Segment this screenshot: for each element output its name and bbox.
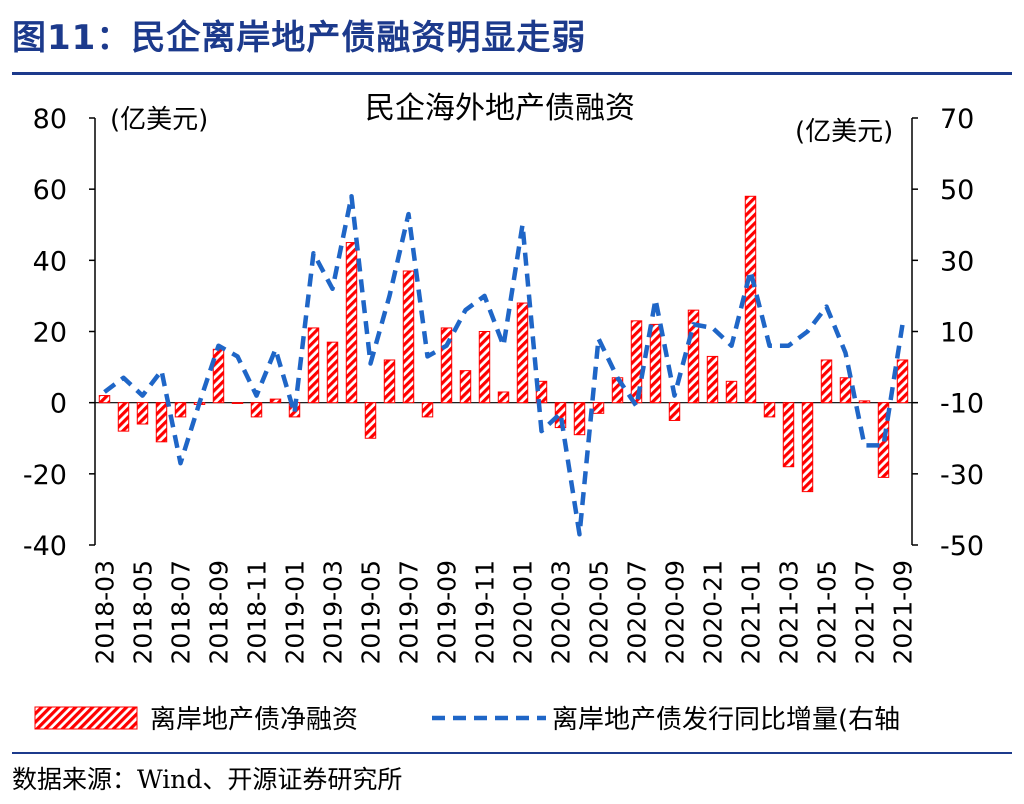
bar-net-financing <box>478 331 491 404</box>
x-tick-label: 2019-01 <box>281 560 310 664</box>
figure-title: 图11：民企离岸地产债融资明显走弱 <box>12 18 587 58</box>
x-tick-label: 2019-11 <box>471 560 500 664</box>
bar-net-financing <box>687 309 700 404</box>
line-yoy-increase <box>103 194 905 537</box>
right-tick-label: 70 <box>940 104 974 135</box>
x-tick-label: 2021-01 <box>737 560 766 664</box>
bar-net-financing <box>668 402 681 421</box>
bar-net-financing <box>174 402 187 418</box>
left-tick-label: 80 <box>33 104 67 135</box>
source-divider <box>12 752 1012 754</box>
x-tick-label: 2021-05 <box>813 560 842 664</box>
x-tick-label: 2021-07 <box>851 560 880 664</box>
right-tick-label: 50 <box>940 175 974 206</box>
bar-net-financing <box>383 359 396 404</box>
right-tick-label: -10 <box>940 389 984 420</box>
left-tick-label: 0 <box>50 389 67 420</box>
bar-net-financing <box>839 377 852 404</box>
bar-net-financing <box>459 370 472 404</box>
right-tick-label: -30 <box>940 460 984 491</box>
bar-net-financing <box>706 355 719 404</box>
bar-net-financing <box>497 391 510 404</box>
bar-net-financing <box>136 402 149 425</box>
right-tick-label: 30 <box>940 246 974 277</box>
x-tick-label: 2018-07 <box>167 560 196 664</box>
title-divider <box>12 72 1012 75</box>
left-tick-label: 40 <box>33 246 67 277</box>
x-tick-label: 2020-03 <box>547 560 576 664</box>
right-axis-unit: (亿美元) <box>795 117 893 147</box>
x-tick-label: 2020-05 <box>585 560 614 664</box>
x-tick-label: 2020-01 <box>509 560 538 664</box>
x-tick-label: 2019-05 <box>357 560 386 664</box>
legend-bar-label: 离岸地产债净融资 <box>150 705 358 735</box>
x-tick-label: 2018-11 <box>243 560 272 664</box>
right-tick-label: -50 <box>940 531 984 562</box>
bar-net-financing <box>744 195 757 404</box>
bar-net-financing <box>98 395 111 404</box>
bar-net-financing <box>212 348 225 404</box>
bar-net-financing <box>820 359 833 404</box>
x-tick-label: 2020-07 <box>623 560 652 664</box>
x-tick-label: 2020-21 <box>699 560 728 664</box>
bar-net-financing <box>117 402 130 432</box>
bar-net-financing <box>231 402 244 404</box>
legend-line-label: 离岸地产债发行同比增量(右轴 <box>552 705 900 735</box>
left-axis-unit: (亿美元) <box>110 105 208 135</box>
x-tick-label: 2019-07 <box>395 560 424 664</box>
bar-net-financing <box>307 327 320 404</box>
chart-title: 民企海外地产债融资 <box>365 91 635 126</box>
right-tick-label: 10 <box>940 318 974 349</box>
bar-net-financing <box>801 402 814 493</box>
bar-net-financing <box>440 327 453 404</box>
left-tick-label: 60 <box>33 175 67 206</box>
left-tick-label: 20 <box>33 318 67 349</box>
x-tick-label: 2019-03 <box>319 560 348 664</box>
bar-net-financing <box>896 359 909 404</box>
bar-net-financing <box>326 341 339 404</box>
x-tick-label: 2018-05 <box>129 560 158 664</box>
x-tick-label: 2021-03 <box>775 560 804 664</box>
x-tick-label: 2018-03 <box>91 560 120 664</box>
bar-net-financing <box>402 270 415 404</box>
bar-net-financing <box>649 323 662 404</box>
source-note: 数据来源：Wind、开源证券研究所 <box>12 765 403 794</box>
x-tick-label: 2019-09 <box>433 560 462 664</box>
left-tick-label: -40 <box>23 531 67 562</box>
legend-bar-swatch <box>34 706 138 730</box>
bar-net-financing <box>250 402 263 418</box>
x-tick-label: 2020-09 <box>661 560 690 664</box>
bar-net-financing <box>725 380 738 404</box>
bar-net-financing <box>782 402 795 468</box>
bar-net-financing <box>155 402 168 443</box>
bar-net-financing <box>573 402 586 436</box>
bar-net-financing <box>516 302 529 404</box>
x-tick-label: 2018-09 <box>205 560 234 664</box>
left-tick-label: -20 <box>23 460 67 491</box>
bar-net-financing <box>535 380 548 404</box>
bar-net-financing <box>858 400 871 404</box>
x-tick-label: 2021-09 <box>889 560 918 664</box>
bar-net-financing <box>763 402 776 418</box>
bar-net-financing <box>364 402 377 439</box>
bar-net-financing <box>592 402 605 414</box>
bar-net-financing <box>269 398 282 404</box>
bar-net-financing <box>345 242 358 404</box>
bar-net-financing <box>421 402 434 418</box>
